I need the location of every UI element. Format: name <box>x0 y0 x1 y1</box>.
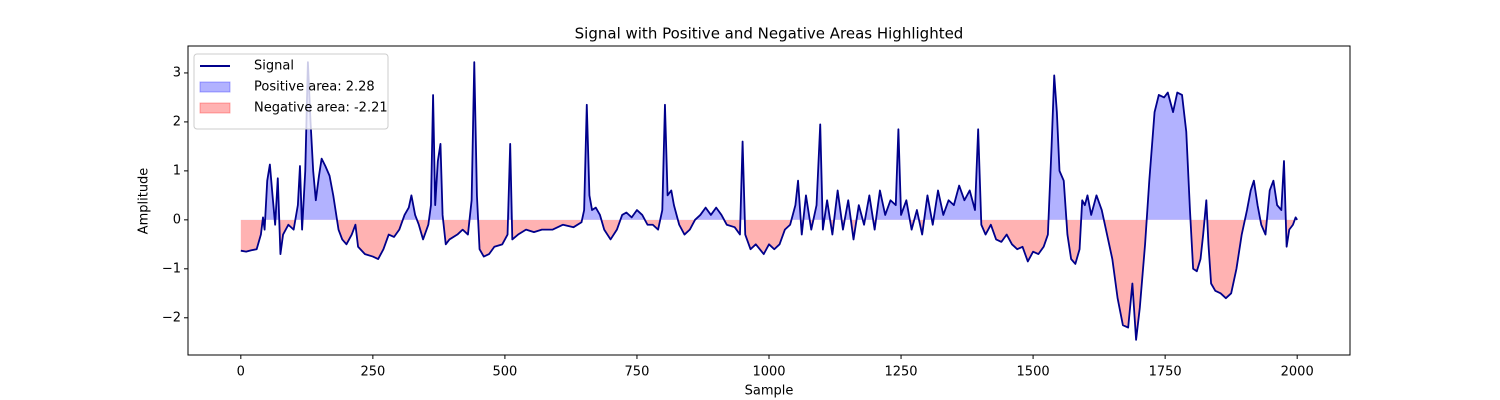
y-axis-label: Amplitude <box>137 168 152 235</box>
y-tick-label: 0 <box>173 212 181 227</box>
x-tick-label: 250 <box>360 365 385 380</box>
x-axis-label: Sample <box>745 384 794 399</box>
legend-label: Signal <box>254 59 294 74</box>
axes-frame <box>187 45 1351 356</box>
y-tick-label: 3 <box>173 65 181 80</box>
legend-patch <box>199 102 231 114</box>
signal-line <box>240 61 1298 341</box>
x-tick-label: 1000 <box>752 365 785 380</box>
legend-label: Positive area: 2.28 <box>254 80 375 95</box>
legend-patch <box>199 81 231 93</box>
y-tick-label: −2 <box>162 310 181 325</box>
legend: Signal Positive area: 2.28 Negative area: … <box>193 53 389 130</box>
x-tick-label: 750 <box>625 365 650 380</box>
x-tick-label: 1750 <box>1149 365 1182 380</box>
y-tick-label: 2 <box>173 114 181 129</box>
y-tick-label: 1 <box>173 163 181 178</box>
chart-title: Signal with Positive and Negative Areas … <box>575 25 964 43</box>
negative-area <box>240 219 1295 340</box>
x-tick-label: 500 <box>492 365 517 380</box>
legend-label: Negative area: -2.21 <box>254 101 388 116</box>
plot-area: 0 250 500 750 1000 1250 1500 1750 2000 −2 −1 0 1 2 3 Si… <box>162 45 1351 380</box>
x-tick-label: 1250 <box>884 365 917 380</box>
x-tick-label: 0 <box>237 365 245 380</box>
x-tick-label: 2000 <box>1281 365 1314 380</box>
x-tick-label: 1500 <box>1017 365 1050 380</box>
y-tick-label: −1 <box>162 261 181 276</box>
legend-box <box>193 53 389 130</box>
